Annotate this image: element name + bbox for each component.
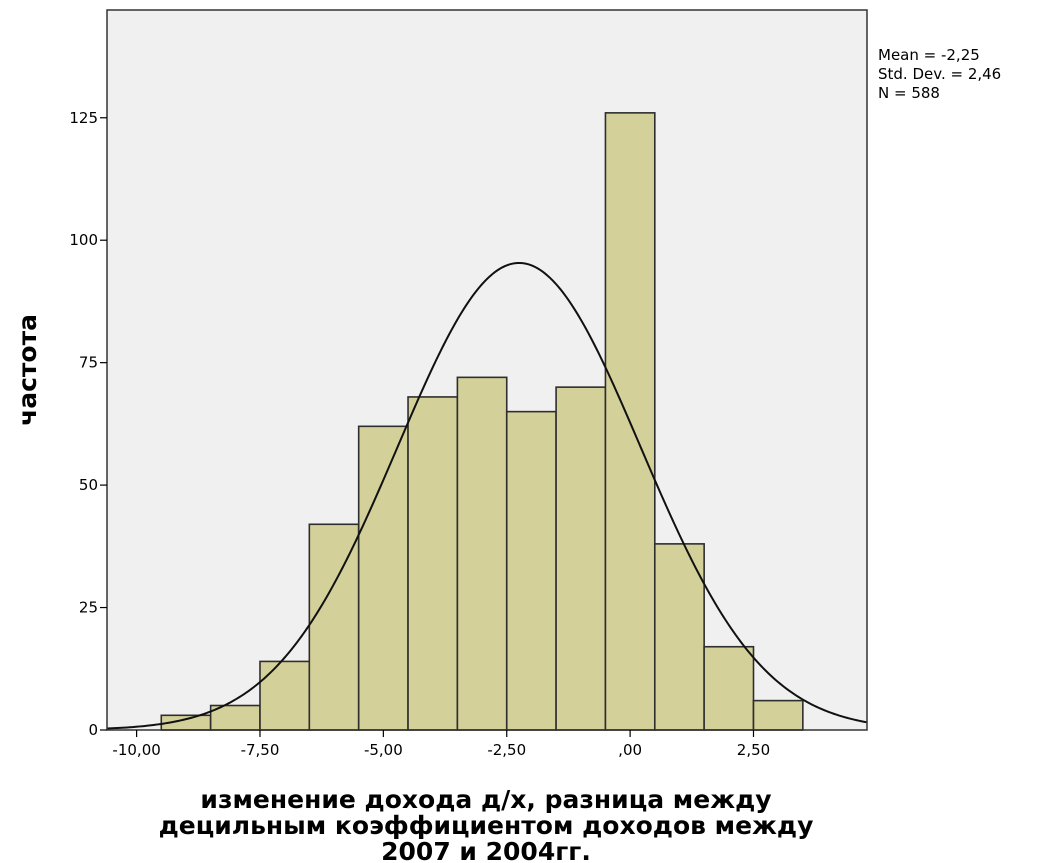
histogram-bar: [555, 386, 607, 731]
y-tick-label: 0: [88, 721, 98, 739]
x-tick-label: -10,00: [112, 741, 160, 759]
x-axis: -10,00 -7,50 -5,00 -2,50 ,00 2,50: [112, 730, 770, 759]
x-tick-label: -5,00: [364, 741, 403, 759]
histogram-bars: [160, 112, 804, 731]
x-axis-title-line: изменение дохода д/х, разница между: [200, 785, 771, 814]
y-axis: 0 25 50 75 100 125: [69, 109, 107, 739]
histogram-bar: [407, 396, 459, 731]
histogram-bar: [456, 376, 508, 731]
stats-line: N = 588: [878, 84, 940, 102]
x-tick-label: -2,50: [487, 741, 526, 759]
histogram-bar: [308, 523, 360, 731]
normal-curve: [106, 261, 868, 730]
stats-line: Mean = -2,25: [878, 46, 980, 64]
histogram-bar: [505, 410, 557, 731]
x-tick-label: -7,50: [241, 741, 280, 759]
x-axis-title-line: 2007 и 2004гг.: [381, 837, 591, 863]
histogram-bar: [752, 699, 804, 731]
y-tick-label: 25: [79, 599, 98, 617]
x-axis-title-line: децильным коэффициентом доходов между: [159, 811, 814, 840]
x-axis-title: изменение дохода д/х, разница междудецил…: [159, 785, 814, 863]
y-axis-title: частота: [13, 314, 42, 426]
y-tick-label: 100: [69, 231, 98, 249]
plot-frame: [106, 9, 868, 731]
histogram-bar: [653, 543, 705, 731]
y-tick-label: 75: [79, 354, 98, 372]
stats-line: Std. Dev. = 2,46: [878, 65, 1001, 83]
x-tick-label: 2,50: [737, 741, 770, 759]
x-tick-label: ,00: [618, 741, 642, 759]
histogram-bar: [357, 425, 409, 731]
histogram-bar: [259, 660, 311, 731]
histogram-bar: [703, 645, 755, 731]
y-tick-label: 125: [69, 109, 98, 127]
y-tick-label: 50: [79, 476, 98, 494]
